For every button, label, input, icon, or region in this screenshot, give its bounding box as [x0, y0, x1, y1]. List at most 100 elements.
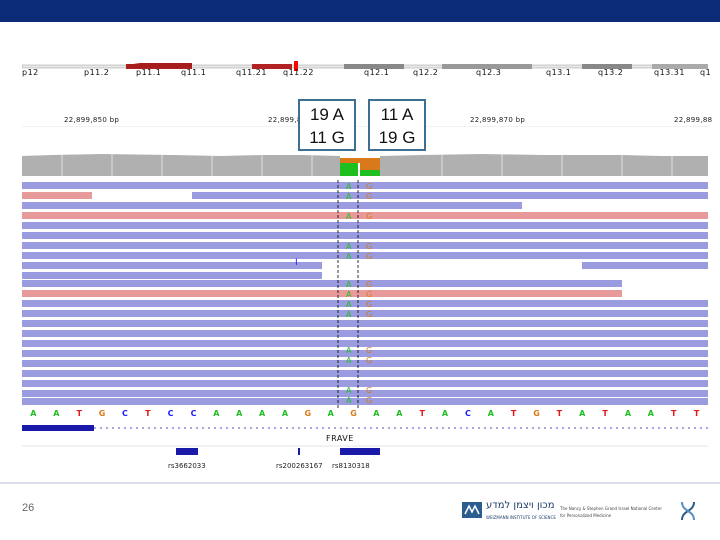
weizmann-logo-icon [462, 502, 482, 518]
title-bar [0, 0, 720, 22]
reference-base: A [442, 409, 449, 418]
reference-base: T [671, 409, 677, 418]
band-label: p11.2 [84, 68, 110, 77]
read-bar[interactable] [192, 192, 708, 199]
gene-name: FRAVE [326, 434, 354, 443]
snp-feature[interactable] [340, 448, 380, 455]
reference-base: A [236, 409, 243, 418]
band-label: q13.31 [654, 68, 685, 77]
reference-base: T [557, 409, 563, 418]
institute-name-en: WEIZMANN INSTITUTE OF SCIENCE [486, 515, 556, 520]
reference-base: A [259, 409, 266, 418]
mismatch-base-G: G [366, 300, 372, 309]
chromosome-ideogram[interactable] [22, 60, 708, 72]
callout-line: 19 G [378, 128, 416, 147]
mismatch-base-G: G [366, 386, 372, 395]
snp-track[interactable] [22, 444, 708, 468]
mismatch-base-G: G [366, 252, 372, 261]
mismatch-base-A: A [346, 182, 352, 191]
ruler-coordinate: 22,899,88 [674, 116, 713, 124]
center-name-line1: The Nancy & Stephen Grand Israel Nationa… [560, 506, 662, 511]
mismatch-base-G: G [366, 280, 372, 289]
coverage-track[interactable] [22, 154, 708, 176]
reference-base: T [694, 409, 700, 418]
mismatch-base-G: G [366, 242, 372, 251]
read-bar[interactable] [22, 252, 708, 259]
read-bar[interactable] [22, 222, 708, 229]
read-bar[interactable] [22, 272, 322, 279]
reference-base: A [396, 409, 403, 418]
footer-logos: מכון ויצמן למדע WEIZMANN INSTITUTE OF SC… [460, 498, 700, 526]
mismatch-base-G: G [366, 212, 372, 221]
read-bar[interactable] [22, 242, 708, 249]
allele-count-callout-right: 11 A 19 G [368, 99, 426, 151]
read-bar[interactable] [22, 202, 522, 209]
footer-divider [0, 482, 720, 484]
reference-base: G [533, 409, 540, 418]
callout-line: 11 G [309, 128, 345, 147]
snp-feature[interactable] [298, 448, 300, 455]
read-bar[interactable] [22, 320, 708, 327]
alignment-reads-track[interactable]: A G A G A G A G A G A G A G A G A G A G A G A G A G [22, 180, 708, 408]
mismatch-base-A: A [346, 242, 352, 251]
mismatch-base-G: G [366, 182, 372, 191]
band-label: p12 [22, 68, 39, 77]
ruler-ticks [22, 126, 708, 127]
snp-label: rs200263167 [276, 462, 323, 470]
read-bar[interactable] [22, 300, 708, 307]
mismatch-base-A: A [346, 310, 352, 319]
reference-base: G [350, 409, 357, 418]
read-bar[interactable] [22, 330, 708, 337]
band-label: q11.22 [283, 68, 314, 77]
reference-base: G [99, 409, 106, 418]
reference-base: C [191, 409, 197, 418]
read-bar[interactable] [582, 262, 708, 269]
reference-base: T [511, 409, 517, 418]
band-label: q12.3 [476, 68, 502, 77]
read-bar[interactable] [22, 340, 708, 347]
mismatch-base-A: A [346, 290, 352, 299]
band-label: q12.2 [413, 68, 439, 77]
mismatch-base-A: A [346, 386, 352, 395]
read-bar[interactable] [22, 290, 622, 297]
reference-base: A [625, 409, 632, 418]
mismatch-base-G: G [366, 290, 372, 299]
band-label: q13.1 [546, 68, 572, 77]
read-bar[interactable] [22, 182, 708, 189]
slide-number: 26 [22, 502, 35, 514]
mismatch-base-G: G [366, 396, 372, 405]
mismatch-base-G: G [366, 346, 372, 355]
reference-base: A [213, 409, 220, 418]
reference-base: A [53, 409, 60, 418]
snp-feature[interactable] [176, 448, 198, 455]
read-bar[interactable] [22, 310, 708, 317]
ruler-coordinate: 22,899,850 bp [64, 116, 120, 124]
reference-base: A [373, 409, 380, 418]
read-bar[interactable] [22, 192, 92, 199]
reference-base: A [579, 409, 586, 418]
reference-base: T [76, 409, 82, 418]
read-bar[interactable] [22, 370, 708, 377]
reference-base: T [602, 409, 608, 418]
insertion-marker: I [295, 258, 298, 268]
mismatch-base-G: G [366, 192, 372, 201]
reference-base: A [328, 409, 335, 418]
mismatch-base-A: A [346, 280, 352, 289]
read-bar[interactable] [22, 398, 708, 405]
ruler-coordinate: 22,899,870 bp [470, 116, 526, 124]
gene-track[interactable] [22, 422, 708, 434]
read-bar[interactable] [22, 212, 708, 219]
band-label: q11.21 [236, 68, 267, 77]
reference-base: C [465, 409, 471, 418]
read-bar[interactable] [22, 232, 708, 239]
mismatch-base-A: A [346, 212, 352, 221]
read-bar[interactable] [22, 390, 708, 397]
read-bar[interactable] [22, 380, 708, 387]
mismatch-base-G: G [366, 356, 372, 365]
band-label: q11.1 [181, 68, 207, 77]
read-bar[interactable] [22, 280, 622, 287]
read-bar[interactable] [22, 350, 708, 357]
read-bar[interactable] [22, 262, 322, 269]
read-bar[interactable] [22, 360, 708, 367]
